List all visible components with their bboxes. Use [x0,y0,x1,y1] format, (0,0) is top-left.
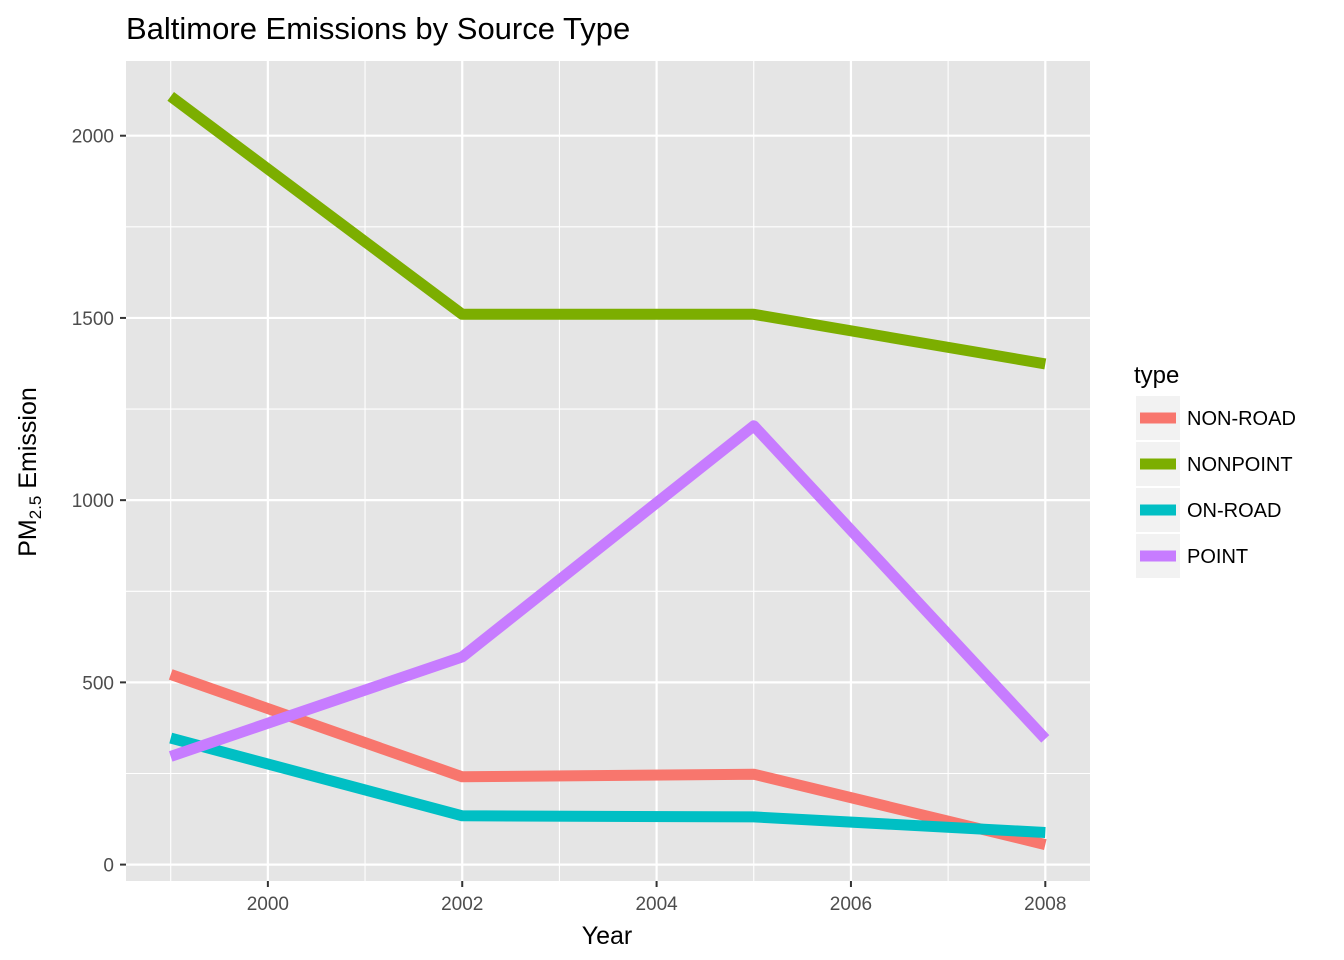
y-tick-label: 1000 [72,491,114,512]
y-axis-title: PM2.5 Emission [14,387,45,557]
y-axis-title-rest: Emission [14,387,42,495]
x-tick-label: 2002 [441,894,483,915]
legend-label: ON-ROAD [1187,500,1281,522]
legend-label: POINT [1187,546,1248,568]
series-line-nonpoint [167,91,1047,370]
y-tick-label: 0 [103,856,114,877]
legend-label: NON-ROAD [1187,408,1296,430]
x-axis: 2000 2002 2004 2006 2008 [247,881,1066,915]
x-tick-label: 2000 [247,894,289,915]
y-tick-label: 1500 [72,309,114,330]
series-lines [167,91,1050,850]
x-axis-title: Year [582,922,633,950]
y-tick-label: 500 [82,673,114,694]
series-line-on-road [169,732,1046,838]
legend-item: ON-ROAD [1136,488,1281,532]
plot-panel [126,61,1090,881]
legend-item: NONPOINT [1136,442,1293,486]
y-axis-title-main: PM [14,519,42,557]
x-tick-label: 2006 [830,894,872,915]
legend-title: type [1134,362,1179,389]
legend-label: NONPOINT [1187,454,1293,476]
legend: type NON-ROAD NONPOINT ON-ROAD POINT [1134,362,1296,578]
legend-item: NON-ROAD [1136,396,1296,440]
legend-item: POINT [1136,534,1248,578]
series-line-non-road [168,669,1047,850]
series-line-point [168,420,1050,762]
chart-title: Baltimore Emissions by Source Type [126,11,630,46]
x-tick-label: 2004 [635,894,678,915]
y-tick-label: 2000 [72,127,114,148]
y-axis: 0 500 1000 1500 2000 [72,127,126,877]
x-tick-label: 2008 [1024,894,1066,915]
y-axis-title-subscript: 2.5 [26,496,45,520]
